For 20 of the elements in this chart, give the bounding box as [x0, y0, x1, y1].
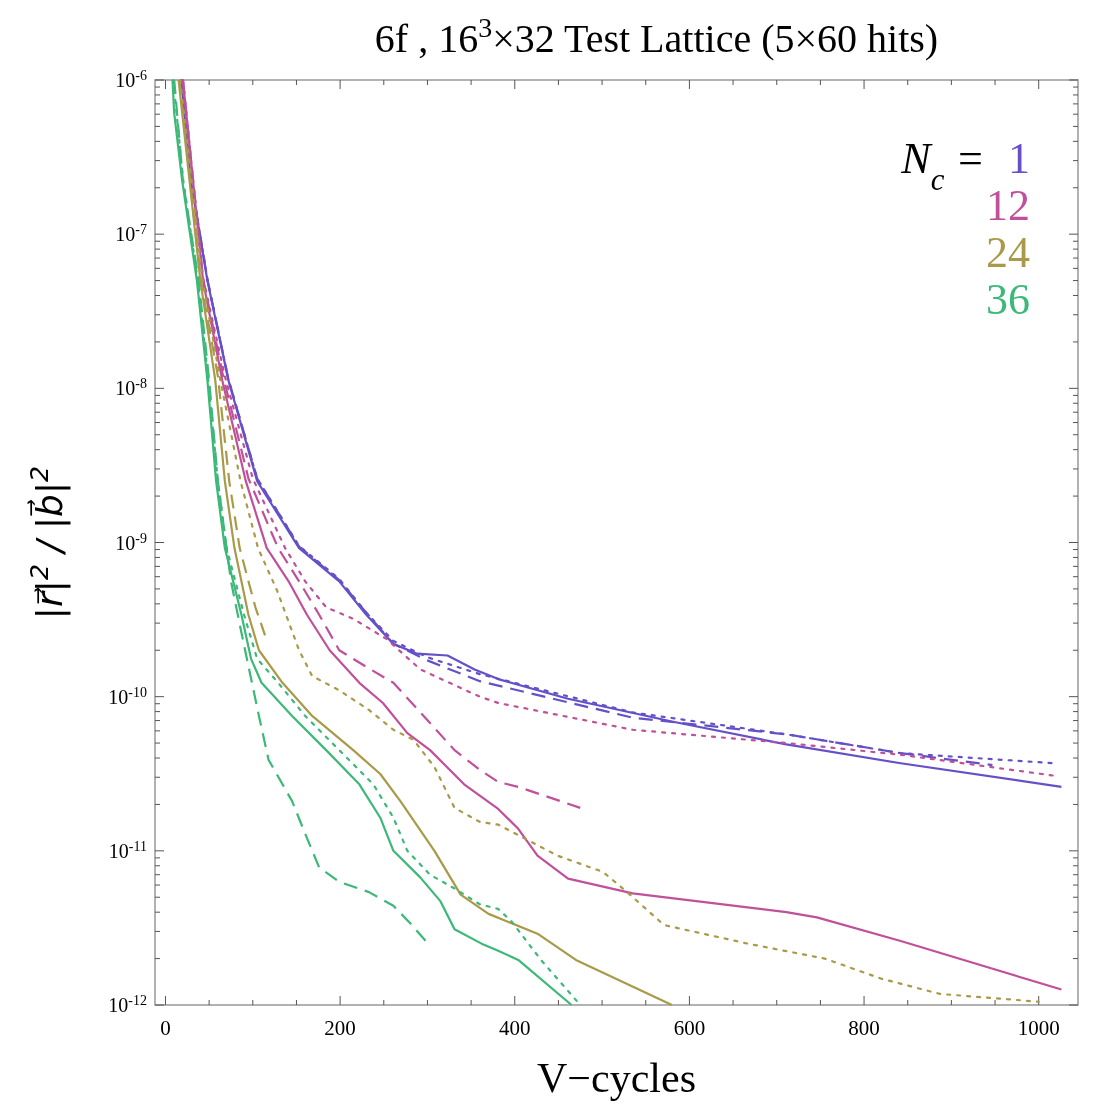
y-tick-label: 10$^{-11}$	[108, 838, 147, 862]
text: 36	[986, 275, 1030, 324]
text: 1	[1008, 134, 1030, 183]
x-axis-title: V−cycles	[537, 1055, 696, 1101]
x-tick-label: 0	[160, 1016, 171, 1040]
y-tick-label: 10$^{-10}$	[108, 684, 147, 708]
text: 24	[986, 228, 1030, 277]
legend-title: N$_{c}$ =	[900, 134, 985, 197]
x-tick-label: 600	[673, 1016, 706, 1040]
y-tick-label: 10$^{-12}$	[108, 992, 147, 1016]
x-tick-label: 1000	[1017, 1016, 1060, 1040]
y-tick-label: 10$^{-9}$	[115, 530, 147, 554]
chart-title: 6f , 16$^{3}$×32 Test Lattice (5×60 hits)	[374, 11, 939, 61]
x-tick-label: 400	[499, 1016, 531, 1040]
y-tick-label: 10$^{-6}$	[115, 67, 147, 91]
y-tick-label: 10$^{-7}$	[115, 221, 147, 246]
text: 12	[986, 181, 1030, 230]
x-tick-label: 200	[324, 1016, 356, 1040]
x-tick-label: 800	[848, 1016, 880, 1040]
y-tick-label: 10$^{-8}$	[115, 375, 147, 400]
